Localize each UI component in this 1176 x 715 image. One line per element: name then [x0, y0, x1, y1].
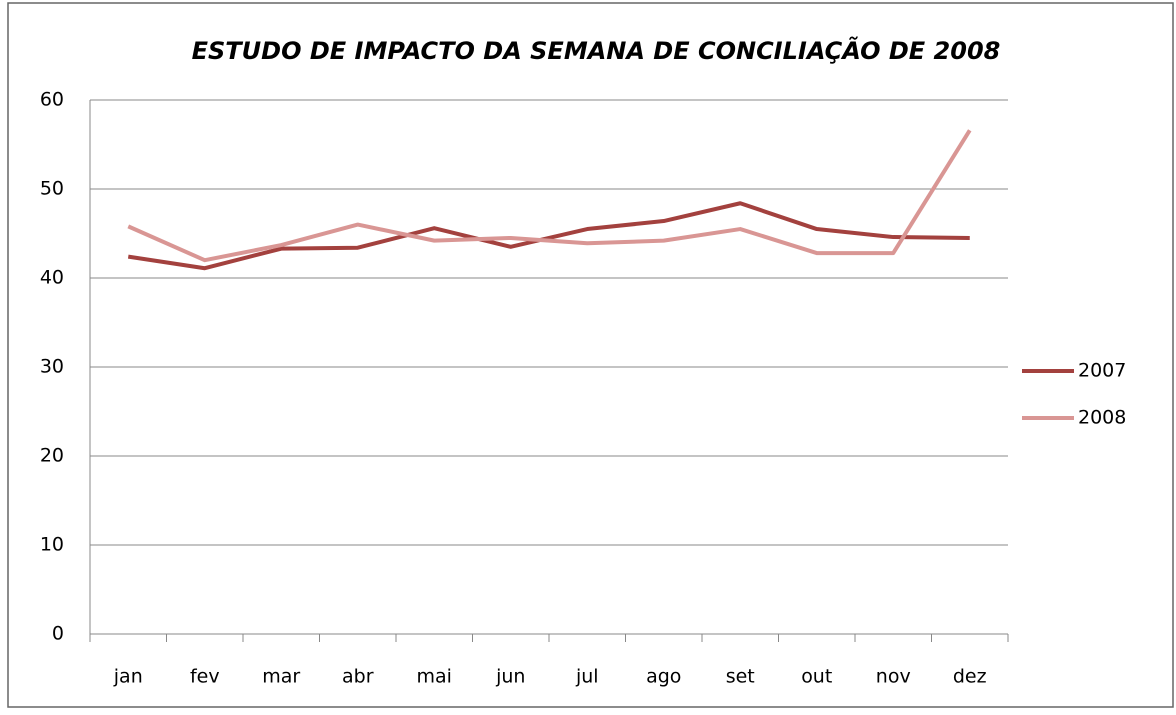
- x-tick-label: out: [801, 666, 832, 688]
- chart-title: ESTUDO DE IMPACTO DA SEMANA DE CONCILIAÇ…: [192, 36, 1001, 65]
- x-tick-label: jul: [575, 666, 599, 688]
- series-line: [127, 201, 970, 271]
- legend-label: 2008: [1078, 407, 1126, 429]
- y-tick-label: 10: [40, 534, 64, 556]
- y-tick-label: 50: [40, 178, 64, 200]
- series-line: [127, 129, 972, 263]
- legend-label: 2007: [1078, 360, 1126, 382]
- x-tick-label: jan: [113, 666, 143, 688]
- y-tick-label: 0: [52, 623, 64, 645]
- y-tick-label: 60: [40, 89, 64, 111]
- y-tick-label: 40: [40, 267, 64, 289]
- x-tick-label: set: [726, 666, 755, 688]
- y-tick-label: 20: [40, 445, 64, 467]
- x-tick-label: jun: [495, 666, 525, 688]
- chart-border: [7, 2, 1174, 708]
- x-tick-label: abr: [342, 666, 374, 688]
- x-tick-label: dez: [953, 666, 987, 688]
- x-tick-label: fev: [190, 666, 220, 688]
- x-tick-label: ago: [646, 666, 681, 688]
- y-tick-label: 30: [40, 356, 64, 378]
- x-tick-label: mar: [262, 666, 300, 688]
- x-tick-label: nov: [876, 666, 911, 688]
- x-tick-label: mai: [417, 666, 452, 688]
